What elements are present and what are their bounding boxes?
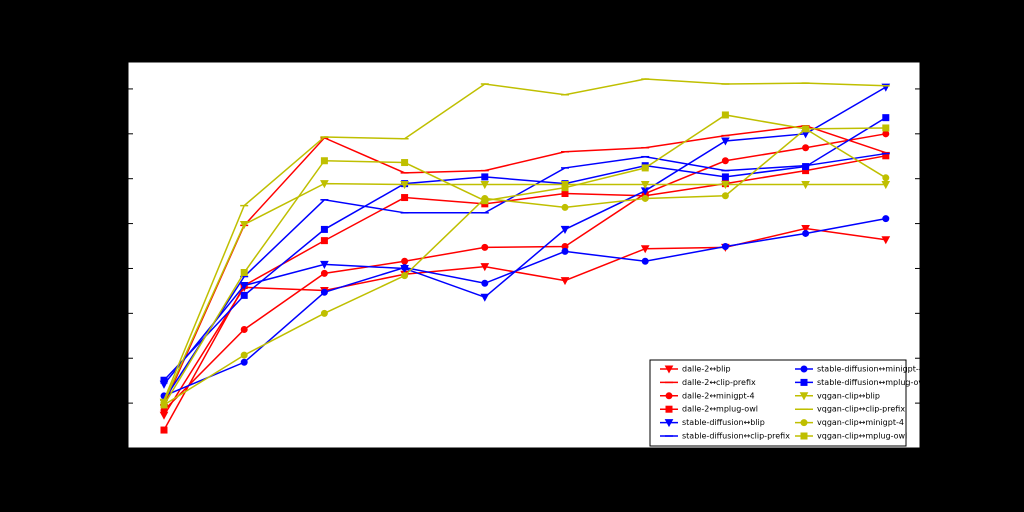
point — [239, 220, 249, 230]
point — [320, 157, 328, 165]
legend-label: vqgan-clip↔clip-prefix — [817, 405, 905, 414]
point — [640, 245, 650, 254]
point — [480, 181, 490, 190]
legend-label: stable-diffusion↔clip-prefix — [682, 432, 790, 441]
point — [481, 197, 489, 205]
point — [561, 203, 569, 211]
point — [401, 264, 409, 272]
legend-label: dalle-2↔clip-prefix — [682, 378, 756, 387]
point — [240, 269, 248, 277]
point — [320, 180, 329, 189]
point — [721, 242, 729, 250]
legend-label: stable-diffusion↔minigpt-4 — [817, 365, 924, 374]
point — [401, 257, 409, 265]
legend-label: stable-diffusion↔blip — [682, 418, 765, 427]
point — [721, 157, 729, 165]
legend-marker — [665, 405, 673, 413]
legend-label: vqgan-clip↔mplug-owl — [817, 432, 907, 441]
point — [480, 263, 490, 272]
point — [721, 192, 729, 200]
point — [481, 173, 489, 181]
point — [802, 229, 810, 237]
point — [882, 130, 890, 138]
point — [721, 181, 730, 190]
point — [641, 194, 649, 202]
point — [401, 159, 409, 167]
series-line — [163, 114, 886, 406]
legend-marker — [800, 365, 808, 373]
series-line — [163, 124, 887, 406]
legend-marker — [664, 365, 674, 374]
legend-label: dalle-2↔blip — [682, 365, 731, 374]
point — [802, 125, 810, 133]
point — [801, 225, 810, 234]
point — [641, 164, 649, 172]
point — [320, 225, 328, 233]
point — [721, 137, 730, 146]
point — [240, 351, 248, 359]
point — [160, 401, 168, 409]
legend-label: vqgan-clip↔blip — [817, 391, 880, 400]
point — [160, 426, 168, 434]
point — [882, 152, 890, 160]
series-line — [163, 227, 886, 416]
point — [882, 174, 890, 182]
legend-marker — [800, 419, 808, 427]
point — [240, 358, 248, 366]
point — [239, 282, 249, 291]
series-line — [163, 78, 886, 401]
series-line — [163, 133, 886, 411]
point — [641, 257, 649, 265]
point — [561, 184, 569, 192]
point — [320, 260, 329, 269]
legend-label: dalle-2↔minigpt-4 — [682, 391, 755, 400]
point — [881, 181, 891, 190]
legend-label: vqgan-clip↔minigpt-4 — [817, 418, 904, 427]
series-line — [163, 217, 886, 397]
legend-marker — [799, 392, 809, 401]
point — [640, 181, 650, 190]
point — [561, 190, 569, 198]
point — [801, 181, 810, 190]
point — [881, 236, 891, 245]
series-line — [163, 127, 887, 406]
legend-marker — [665, 392, 673, 400]
legend-marker — [664, 419, 674, 428]
point — [882, 114, 890, 122]
legend-marker — [800, 432, 808, 440]
point — [320, 269, 328, 277]
series-line — [163, 117, 887, 381]
legend-box — [649, 359, 907, 447]
point — [802, 144, 810, 152]
point — [320, 309, 328, 317]
point — [481, 279, 489, 287]
point — [561, 247, 569, 255]
point — [481, 243, 489, 251]
point — [560, 225, 570, 234]
point — [560, 277, 570, 286]
point — [882, 215, 890, 223]
point — [882, 124, 890, 132]
point — [400, 181, 409, 190]
legend-label: dalle-2↔mplug-owl — [682, 405, 758, 414]
point — [320, 237, 328, 245]
point — [160, 376, 168, 384]
point — [480, 293, 490, 302]
series-line — [163, 182, 886, 403]
point — [240, 326, 248, 334]
point — [802, 163, 810, 171]
point — [401, 272, 409, 280]
point — [240, 291, 248, 299]
point — [721, 173, 729, 181]
legend-marker — [800, 378, 808, 386]
series-line — [163, 86, 887, 385]
point — [320, 288, 328, 296]
series-line — [163, 152, 886, 401]
point — [401, 194, 409, 202]
point — [721, 111, 729, 119]
legend-label: stable-diffusion↔mplug-owl — [817, 378, 927, 387]
